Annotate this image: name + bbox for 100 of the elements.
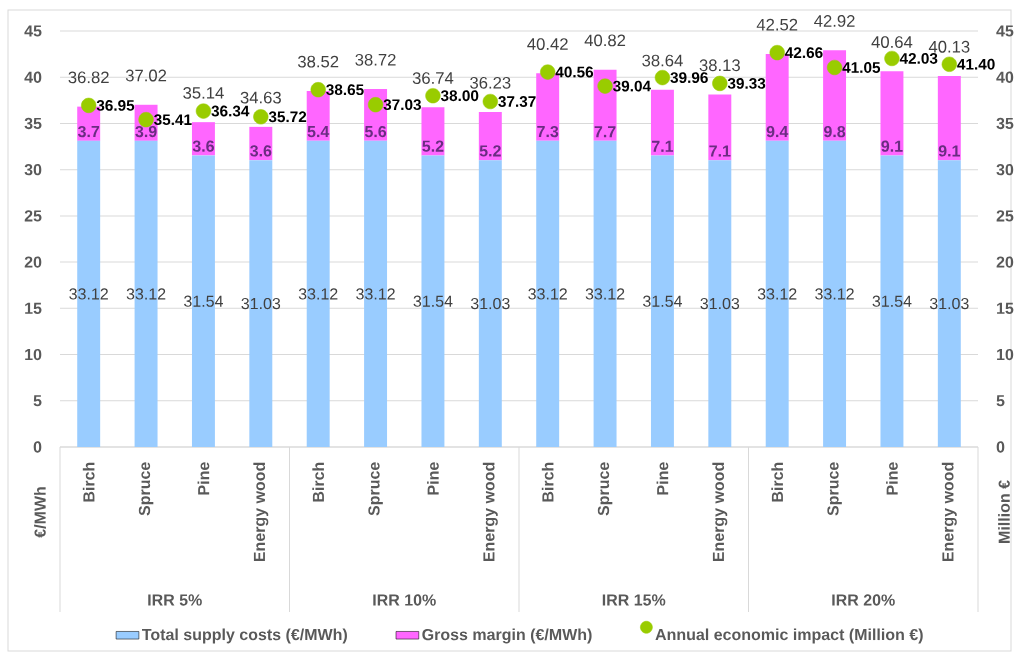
point [253,109,269,125]
total-label: 40.64 [871,36,913,48]
data-label: 31.54 [184,295,223,307]
y2-tick-label: 45 [996,25,1014,37]
y2-tick-label: 35 [996,117,1014,130]
data-label: 33.12 [69,288,108,300]
legend-label: Total supply costs (€/MWh) [142,628,347,644]
y2-tick-label: 10 [997,348,1014,361]
total-label: 40.82 [584,34,626,47]
x-tick-label: Pine [197,462,210,495]
x-tick-label: Spruce [368,462,383,516]
y-tick-label: 5 [33,395,42,407]
y-tick-label: 25 [24,210,42,222]
point [310,82,326,98]
total-label: 38.72 [355,53,396,66]
point [81,97,97,114]
total-label: 42.92 [814,15,855,27]
data-label: 3.6 [192,140,214,152]
y-tick-label: 15 [25,302,42,314]
data-label: 9.4 [766,125,789,138]
bar [478,112,502,161]
data-label: 33.12 [757,288,797,300]
data-label: 3.9 [135,125,157,138]
total-label: 38.52 [297,55,339,68]
total-label: 35.14 [183,86,224,99]
y2-tick-label: 0 [996,441,1005,453]
y2-tick-label: 5 [996,395,1005,407]
total-label: 38.64 [642,54,683,67]
total-label: 34.63 [240,91,281,104]
data-label: 33.12 [356,288,395,300]
y-tick-label: 45 [24,25,42,37]
point [712,75,728,92]
point [597,78,613,94]
data-label: 3.6 [250,145,272,157]
x-tick-label: Energy wood [712,462,728,562]
data-label: 31.03 [241,297,281,310]
point [654,69,671,86]
data-label: 41.40 [957,58,995,70]
y2-tick-label: 30 [996,164,1014,176]
data-label: 31.03 [700,297,740,310]
y-tick-label: 35 [24,117,42,130]
y-tick-label: 40 [24,71,42,83]
bar [708,94,732,161]
text: IRR 15% [602,594,666,606]
x-tick-label: Birch [312,462,325,502]
y2-tick-label: 25 [996,210,1014,222]
data-label: 33.12 [126,288,166,300]
y2-tick-label: 15 [997,302,1014,314]
total-label: 37.02 [125,69,167,82]
data-label: 3.7 [77,125,100,138]
data-label: 31.03 [929,297,969,310]
point [195,103,212,119]
data-label: 42.66 [785,47,823,59]
data-label: 31.54 [413,295,453,307]
legend-label: Gross margin (€/MWh) [422,628,592,644]
y2-tick-label: 20 [996,256,1014,268]
bar [421,107,445,156]
data-label: 33.12 [815,288,854,300]
data-label: 7.1 [652,140,674,152]
data-label: 38.65 [326,84,364,96]
text: IRR 20% [832,594,895,606]
x-tick-label: Birch [541,462,554,502]
data-label: 39.96 [670,72,708,84]
point [425,88,441,104]
total-label: 42.52 [756,18,798,31]
data-label: 7.1 [709,145,731,157]
total-label: 36.23 [470,76,511,89]
data-label: 31.54 [872,295,912,307]
bar [937,76,961,161]
data-label: 9.1 [938,145,960,157]
data-label: 38.00 [440,90,479,102]
data-label: 5.2 [479,145,501,157]
total-label: 40.42 [527,38,568,50]
point [367,97,384,113]
x-tick-label: Energy wood [482,462,498,562]
x-tick-label: Energy wood [941,462,957,562]
x-tick-label: Pine [886,462,898,495]
y-tick-label: 0 [33,441,42,453]
y2-tick-label: 40 [996,71,1014,83]
x-tick-label: Pine [427,462,439,495]
data-label: 9.8 [824,125,846,138]
data-label: 5.4 [307,126,330,138]
x-tick-label: Spruce [597,462,613,516]
data-label: 39.33 [727,77,766,89]
legend-label: Annual economic impact (Million €) [655,628,923,644]
data-label: 7.3 [537,125,559,138]
data-label: 37.37 [498,96,536,107]
y-tick-label: 10 [25,348,42,361]
bar [650,89,674,156]
x-tick-label: Pine [656,462,669,495]
point [826,59,843,76]
data-label: 33.12 [298,288,338,300]
point [769,45,785,61]
y2-axis-title: Million € [998,480,1010,543]
data-label: 5.6 [364,125,387,138]
data-label: 31.54 [643,295,682,307]
x-tick-label: Spruce [827,462,842,516]
data-label: 42.03 [899,53,938,64]
data-label: 36.95 [96,99,135,111]
data-label: 35.72 [268,111,307,123]
